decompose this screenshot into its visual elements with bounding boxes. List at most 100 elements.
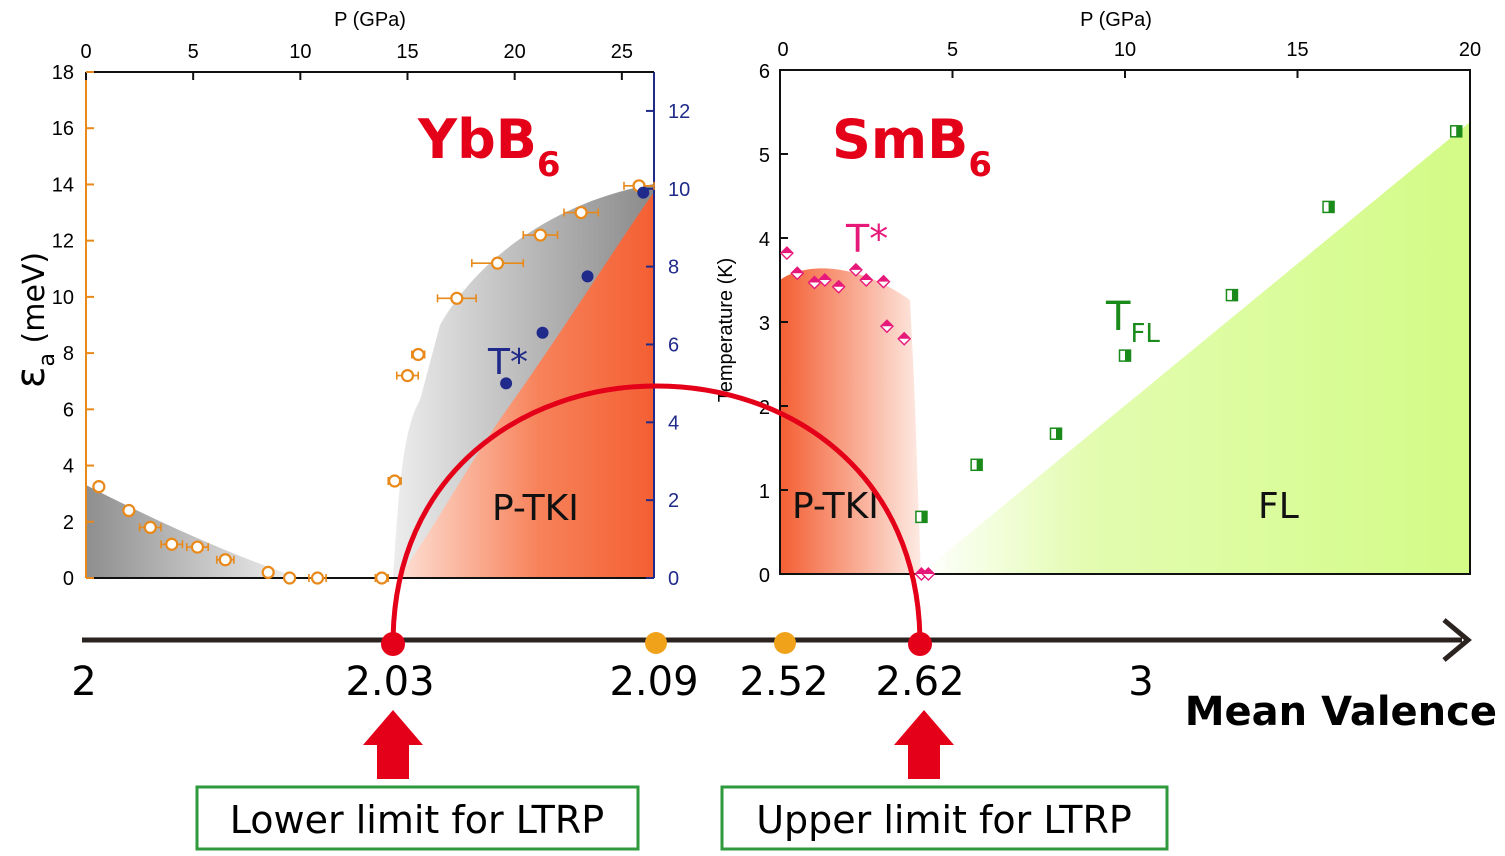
smb6-tstar-point [879,319,894,334]
valence-label-2-52: 2.52 [739,659,828,705]
ybb6-epsilon-point [387,474,402,488]
smb6-top-tick-label: 5 [947,39,958,61]
smb6-left-tick-label: 4 [759,229,770,251]
ybb6-top-tick-label: 15 [396,41,418,63]
ybb6-left-tick-label: 0 [63,568,74,590]
valence-point-2-52 [774,632,796,654]
ybb6-right-tick-label: 6 [668,334,679,356]
ybb6-left-tick-label: 2 [63,512,74,534]
ybb6-ptki-region [398,192,654,578]
ybb6-left-tick-label: 4 [63,456,74,478]
ybb6-left-tick-label: 14 [52,174,74,196]
smb6-tstar-point [921,567,936,581]
valence-label-2: 2 [71,659,96,705]
ybb6-tstar-point [500,377,513,390]
ybb6-tstar-label: T* [487,342,528,383]
valence-label-3: 3 [1128,659,1153,705]
lower-limit-annotation: Lower limit for LTRP [195,710,640,851]
ybb6-tstar-point [536,326,549,339]
smb6-tfl-point [1118,349,1132,362]
smb6-tstar-point [848,262,863,277]
smb6-top-axis-label: P (GPa) [1080,9,1152,31]
ybb6-epsilon-point [160,537,184,551]
smb6-tfl-point [1322,200,1335,214]
ybb6-epsilon-point [92,480,106,494]
smb6-tfl-series [915,125,1463,524]
smb6-left-tick-label: 0 [759,565,770,587]
smb6-top-tick-label: 10 [1114,39,1136,61]
smb6-title: SmB6 [832,108,992,185]
smb6-top-ticks: 0 5 10 15 20 [777,39,1481,78]
ybb6-top-tick-label: 25 [611,41,633,63]
smb6-tfl-point [1049,427,1063,440]
ybb6-left-tick-label: 10 [52,287,74,309]
ybb6-epsilon-point [522,228,559,242]
ybb6-tstar-series [500,186,650,390]
valence-axis-arrowhead [1442,618,1472,662]
ybb6-epsilon-point [308,571,327,585]
ybb6-left-axis-label: εa (meV) [8,252,60,388]
smb6-tstar-point [817,273,832,287]
ybb6-tstar-point [637,186,650,199]
smb6-left-tick-label: 5 [759,145,770,167]
ybb6-title: YbB6 [417,108,561,185]
smb6-tstar-series [779,246,936,581]
ybb6-left-tick-label: 16 [52,118,74,140]
smb6-tstar-point [831,279,846,294]
smb6-tfl-point [1225,288,1239,302]
ybb6-tstar-point [581,270,594,283]
smb6-tstar-point [779,246,794,261]
smb6-tfl-label: TFL [1105,294,1160,349]
smb6-tstar-point [859,273,874,287]
ybb6-epsilon-point [563,205,600,220]
valence-axis: 2 2.03 2.09 2.52 2.62 3 Mean Valence [71,383,1497,735]
ybb6-epsilon-point [395,369,420,383]
ybb6-top-tick-label: 20 [504,41,526,63]
smb6-left-tick-label: 1 [759,481,770,503]
smb6-tfl-point [970,458,983,472]
ybb6-left-ticks: 0 2 4 6 8 10 12 14 16 18 [52,62,94,590]
smb6-tstar-label: T* [845,217,888,261]
valence-label-2-03: 2.03 [345,659,434,705]
smb6-top-tick-label: 0 [777,39,788,61]
ybb6-epsilon-point [436,291,477,305]
valence-point-2-03 [381,632,405,656]
ybb6-epsilon-point [215,553,235,567]
valence-axis-title: Mean Valence [1185,689,1497,735]
ybb6-top-tick-label: 0 [80,41,91,63]
valence-label-2-62: 2.62 [875,659,964,705]
ybb6-right-tick-label: 8 [668,257,679,279]
ybb6-left-tick-label: 18 [52,62,74,84]
smb6-ptki-region [780,268,921,574]
ybb6-left-tick-label: 8 [63,343,74,365]
ybb6-right-tick-label: 10 [668,179,690,201]
ybb6-epsilon-point [374,571,390,585]
smb6-fl-region [920,122,1470,574]
smb6-left-tick-label: 6 [759,61,770,83]
smb6-fl-label: FL [1258,486,1299,527]
ybb6-epsilon-point [471,256,525,270]
smb6-tfl-point [915,510,928,524]
ybb6-epsilon-point [185,540,209,554]
upper-limit-text: Upper limit for LTRP [756,798,1132,842]
lower-limit-arrow-icon [363,710,423,779]
ybb6-top-axis-label: P (GPa) [334,9,406,31]
ybb6-right-tick-label: 12 [668,101,690,123]
ybb6-right-tick-label: 4 [668,412,679,434]
ybb6-gray-region-low [86,485,300,578]
smb6-tstar-point [790,266,805,281]
valence-point-2-09 [645,632,667,654]
ybb6-epsilon-point [410,347,426,362]
lower-limit-box [195,785,640,851]
ybb6-left-tick-label: 6 [63,399,74,421]
ltrp-arc [390,383,923,645]
upper-limit-box [720,785,1169,851]
smb6-tstar-point [876,274,891,289]
smb6-left-axis-label: Temperature (K) [715,258,737,403]
smb6-top-tick-label: 20 [1459,39,1481,61]
ybb6-top-tick-label: 5 [188,41,199,63]
smb6-top-tick-label: 15 [1286,39,1308,61]
ybb6-epsilon-point [122,503,136,518]
valence-label-2-09: 2.09 [609,659,698,705]
